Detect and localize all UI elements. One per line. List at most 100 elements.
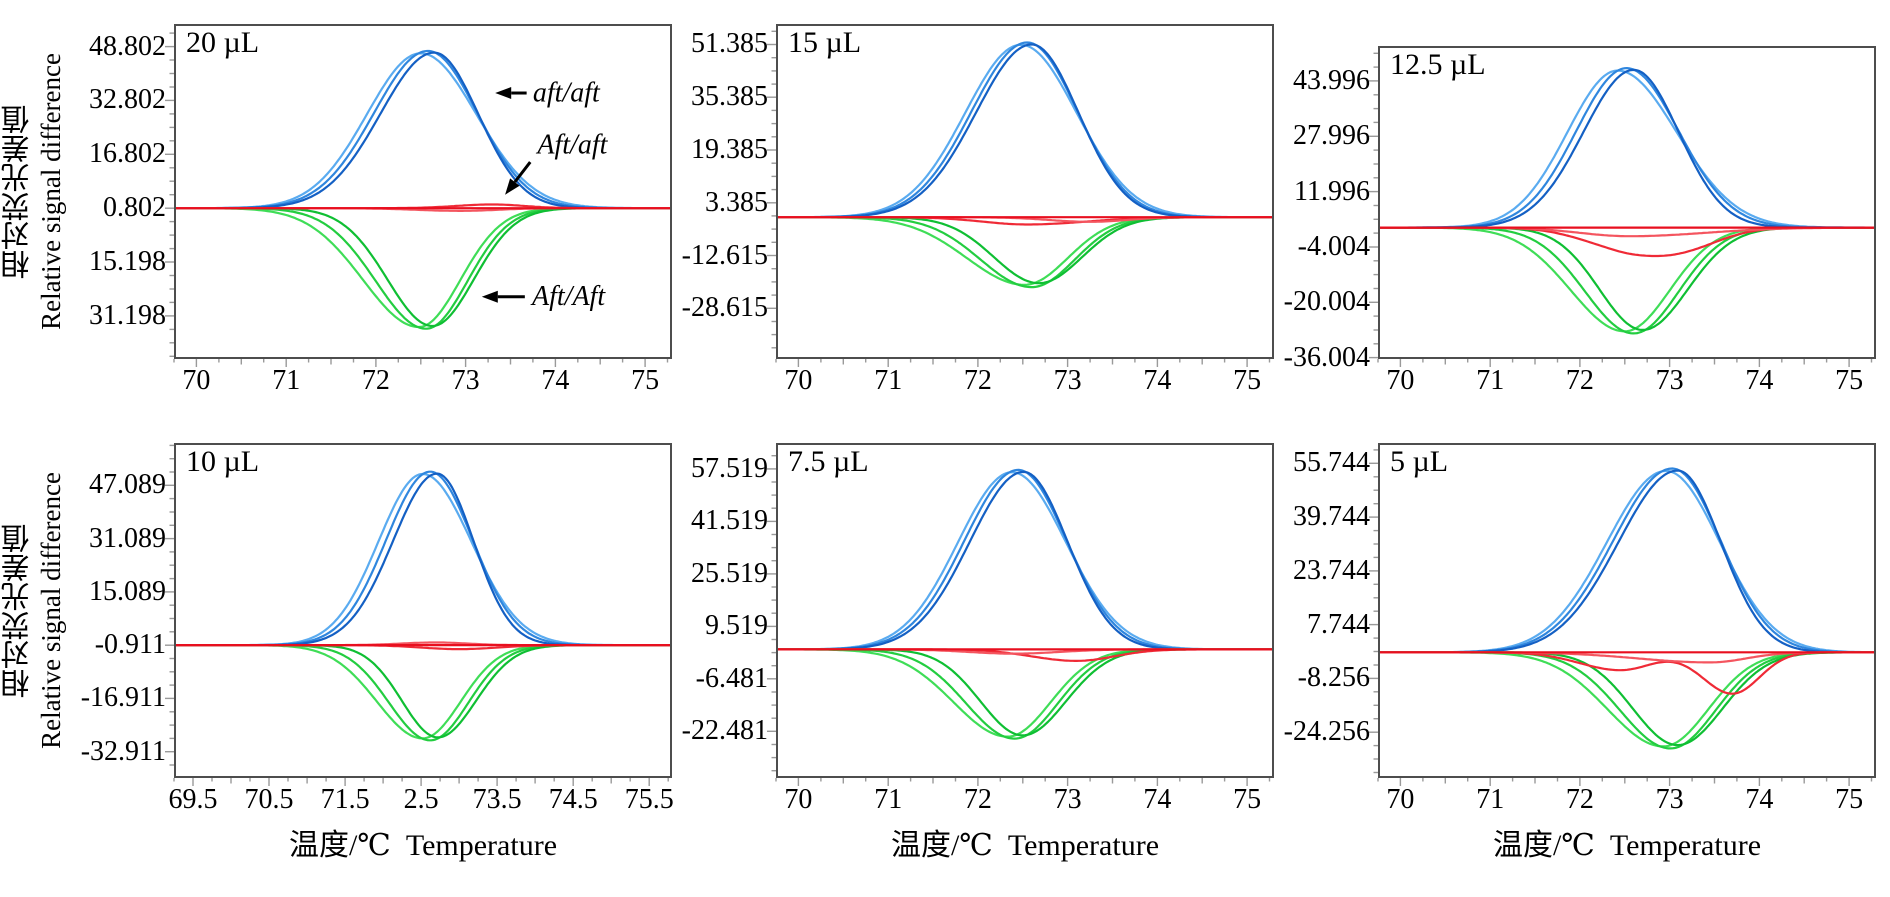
y-tick-label: -4.004 xyxy=(1297,230,1370,262)
y-tick-label: 39.744 xyxy=(1293,501,1370,533)
x-tick-label: 72 xyxy=(963,784,992,815)
y-tick-label: 0.802 xyxy=(103,192,166,224)
plot-area: 7.5 µL xyxy=(767,443,1274,786)
panel-volume-label: 20 µL xyxy=(186,26,260,59)
x-tick-label: 70.5 xyxy=(244,784,294,815)
x-tick-label: 73 xyxy=(1655,365,1684,396)
x-tick-label: 70 xyxy=(784,784,813,815)
curve-aft-aft xyxy=(1378,226,1876,335)
curve-aft-aft xyxy=(1378,469,1876,654)
x-tick-label: 75 xyxy=(1835,784,1864,815)
curve-aft-aft xyxy=(776,43,1274,219)
curve-aft-aft xyxy=(1378,226,1876,331)
y-tick-label: -22.481 xyxy=(681,715,768,747)
x-tick-label: 74.5 xyxy=(548,784,598,815)
x-axis-tick-labels: 70 71 72 73 74 75 xyxy=(1378,778,1876,818)
curve-aft-aft xyxy=(174,644,672,742)
x-tick-label: 72 xyxy=(963,365,992,396)
y-tick-label: 15.089 xyxy=(89,575,166,607)
curve-aft-aft xyxy=(1378,651,1876,748)
y-tick-label: 27.996 xyxy=(1293,120,1370,152)
y-tick-label: 31.198 xyxy=(89,299,166,331)
plot-border xyxy=(776,443,1274,778)
x-axis-tick-labels: 70 71 72 73 74 75 xyxy=(776,778,1274,818)
curve-aft-aft xyxy=(1378,651,1876,747)
curve-aft-aft xyxy=(174,472,672,647)
x-axis-title: 温度/℃ Temperature xyxy=(1492,829,1762,862)
x-tick-label: 74 xyxy=(541,365,570,396)
y-tick-label: 15.198 xyxy=(89,246,166,278)
y-tick-label: 25.519 xyxy=(691,557,768,589)
annotation-genotype-label: aft/aft xyxy=(533,78,601,109)
curve-aft-aft xyxy=(776,648,1274,738)
panel-7-5ul: 57.519 41.519 25.519 9.519 -6.481 -22.481 7.5… xyxy=(672,443,1274,866)
y-axis-title-block-bottom: 相对荧光差值 Relative signal difference xyxy=(0,443,70,778)
annotation-arrow-head xyxy=(505,178,520,195)
x-tick-label: 74 xyxy=(1143,784,1172,815)
x-axis-tick-labels: 69.5 70.5 71.5 2.5 73.5 74.5 75.5 xyxy=(169,778,674,818)
figure-row-top: 相对荧光差值 Relative signal difference 48.802… xyxy=(0,0,1890,399)
panel-volume-label: 5 µL xyxy=(1390,445,1449,478)
curve-aft-aft xyxy=(1378,469,1876,654)
plot-border xyxy=(1378,443,1876,778)
x-tick-label: 70 xyxy=(1386,365,1415,396)
x-tick-label: 69.5 xyxy=(168,784,218,815)
plot-canvas: aft/aft Aft/aft Aft/Aft xyxy=(165,24,672,367)
y-tick-label: -36.004 xyxy=(1283,341,1370,373)
annotation-arrow-head xyxy=(495,87,512,99)
y-tick-label: 16.802 xyxy=(89,138,166,170)
curve-aft-aft xyxy=(776,648,1274,737)
curve-aft-aft xyxy=(1378,226,1876,258)
x-tick-label: 72 xyxy=(1565,365,1594,396)
y-tick-label: 3.385 xyxy=(705,186,768,218)
curve-aft-aft xyxy=(776,216,1274,289)
x-tick-label: 73 xyxy=(451,365,480,396)
curve-aft-aft xyxy=(776,216,1274,286)
y-tick-label: 43.996 xyxy=(1293,64,1370,96)
y-tick-label: -32.911 xyxy=(80,735,166,767)
panel-5ul: 55.744 39.744 23.744 7.744 -8.256 -24.256 5 µ… xyxy=(1274,443,1876,866)
panel-10ul: 47.089 31.089 15.089 -0.911 -16.911 -32.911 1… xyxy=(70,443,674,866)
panel-volume-label: 15 µL xyxy=(788,26,862,59)
y-axis-tick-labels: 47.089 31.089 15.089 -0.911 -16.911 -32.911 xyxy=(70,443,174,778)
x-tick-label: 73.5 xyxy=(472,784,522,815)
x-tick-label: 2.5 xyxy=(403,784,439,815)
panel-volume-label: 7.5 µL xyxy=(788,445,869,478)
x-axis-tick-labels: 70 71 72 73 74 75 xyxy=(1378,359,1876,399)
y-tick-label: 11.996 xyxy=(1294,175,1370,207)
x-tick-label: 70 xyxy=(784,365,813,396)
plot-border xyxy=(1378,46,1876,359)
plot-area: 10 µL xyxy=(165,443,672,786)
y-tick-label: 9.519 xyxy=(705,610,768,642)
plot-canvas xyxy=(1369,443,1876,786)
y-tick-label: 32.802 xyxy=(89,84,166,116)
y-tick-label: -20.004 xyxy=(1283,286,1370,318)
x-tick-label: 75 xyxy=(631,365,660,396)
y-tick-label: 31.089 xyxy=(89,522,166,554)
y-tick-label: -6.481 xyxy=(695,662,768,694)
y-axis-title-chinese: 相对荧光差值 xyxy=(2,104,34,279)
panel-15ul: 51.385 35.385 19.385 3.385 -12.615 -28.615 15… xyxy=(672,24,1274,399)
x-tick-label: 73 xyxy=(1053,365,1082,396)
panel-12-5ul: 43.996 27.996 11.996 -4.004 -20.004 -36.004 1… xyxy=(1274,24,1876,399)
plot-canvas xyxy=(767,443,1274,786)
x-tick-label: 71 xyxy=(1476,365,1505,396)
y-tick-label: 19.385 xyxy=(691,134,768,165)
x-axis-title: 温度/℃ Temperature xyxy=(288,829,558,862)
y-axis-tick-labels: 43.996 27.996 11.996 -4.004 -20.004 -36.004 xyxy=(1274,24,1378,373)
x-tick-label: 75 xyxy=(1835,365,1864,396)
curve-aft-aft xyxy=(1378,68,1876,229)
x-tick-label: 71 xyxy=(874,365,903,396)
y-tick-label: -28.615 xyxy=(681,292,768,324)
y-axis-title-english: Relative signal difference xyxy=(36,472,66,749)
curve-aft-aft xyxy=(174,472,672,647)
y-axis-title-chinese: 相对荧光差值 xyxy=(2,523,34,698)
curve-aft-aft xyxy=(174,644,672,740)
plot-canvas xyxy=(767,24,1274,367)
y-axis-title-block-top: 相对荧光差值 Relative signal difference xyxy=(0,24,70,359)
x-tick-label: 73 xyxy=(1655,784,1684,815)
curve-aft-aft xyxy=(1378,67,1876,229)
curve-aft-aft xyxy=(776,41,1274,219)
y-axis-tick-labels: 48.802 32.802 16.802 0.802 15.198 31.198 xyxy=(70,24,174,359)
y-tick-label: 48.802 xyxy=(89,30,166,62)
